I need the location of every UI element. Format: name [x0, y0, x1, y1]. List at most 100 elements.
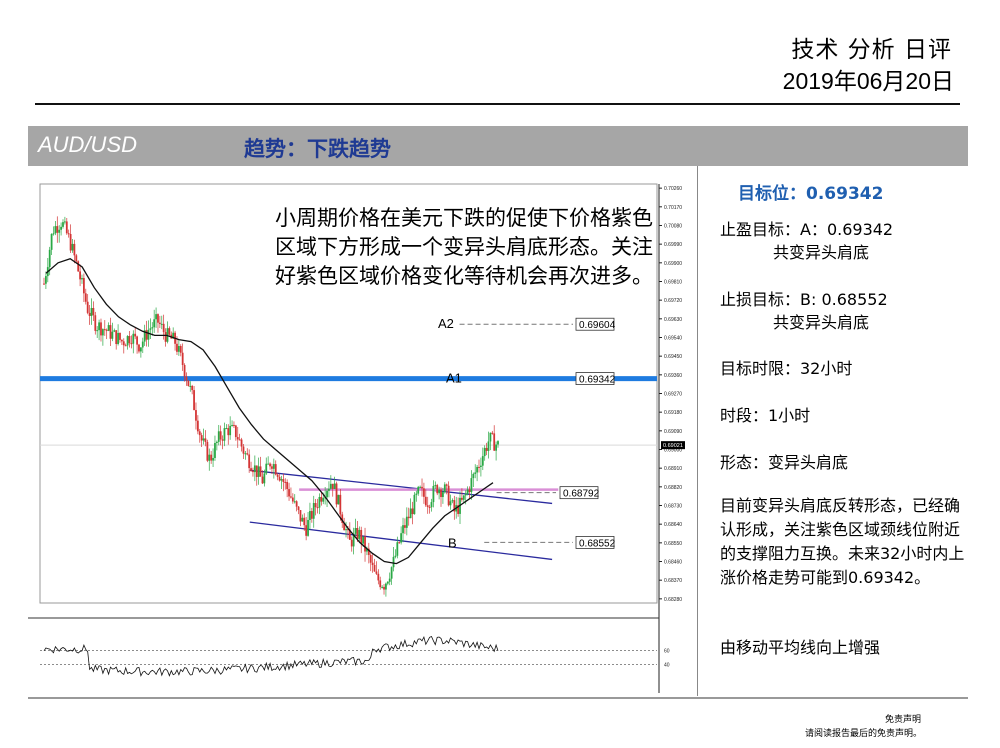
current-price-label: 0.69021 [663, 443, 683, 449]
candle-body [409, 508, 412, 519]
candle-body [179, 346, 182, 353]
candle-body [54, 226, 57, 234]
candle-body [124, 345, 127, 347]
candle-body [63, 221, 66, 223]
candle-body [71, 243, 74, 251]
stop-loss-note: 共变异头肩底 [773, 313, 870, 332]
candle-body [248, 454, 251, 469]
candle-body [215, 441, 218, 443]
candle-body [312, 503, 315, 519]
candle-body [81, 278, 83, 280]
candle-body [400, 533, 403, 543]
candle-body [339, 494, 342, 515]
candle-body [229, 425, 232, 436]
candle-body [176, 343, 178, 352]
candle-body [48, 249, 51, 268]
candle-body [67, 233, 70, 235]
candle-body [196, 420, 199, 432]
candle-body [212, 457, 214, 461]
y-tick-label: 0.70170 [664, 205, 682, 211]
candle-body [415, 493, 418, 495]
candle-body [284, 481, 287, 483]
candle-body [122, 341, 125, 346]
candle-body [348, 529, 351, 540]
report-title: 技术 分析 日评 [791, 37, 952, 63]
candle-body [234, 425, 237, 438]
candle-body [428, 506, 431, 508]
candle-body [187, 380, 190, 387]
candle-body [318, 496, 321, 508]
level-marker-label: A1 [446, 371, 462, 386]
candle-body [191, 385, 194, 391]
y-tick-label: 0.69270 [664, 392, 682, 398]
trend-label: 趋势：下跌趋势 [244, 137, 391, 161]
candle-body [160, 323, 163, 325]
candle-body [314, 503, 317, 508]
candle-body [101, 329, 104, 336]
candle-body [407, 516, 410, 519]
candle-body [79, 271, 81, 280]
disclaimer-heading: 免责声明 [885, 715, 922, 725]
y-tick-label: 0.68460 [664, 560, 682, 566]
candle-body [172, 332, 175, 339]
y-tick-label: 0.68280 [664, 597, 682, 603]
candle-body [267, 463, 270, 465]
candle-body [329, 483, 332, 489]
candle-body [96, 330, 99, 332]
candle-body [293, 501, 296, 503]
candle-body [337, 494, 340, 505]
candle-body [189, 385, 192, 387]
candle-body [98, 322, 100, 331]
candle-body [219, 431, 222, 440]
candle-body [253, 465, 256, 473]
candle-body [354, 528, 357, 534]
candle-body [436, 485, 439, 494]
candle-body [288, 489, 290, 497]
candle-body [244, 453, 247, 455]
candle-body [333, 483, 336, 489]
y-tick-label: 0.69810 [664, 279, 682, 285]
candle-body [276, 474, 279, 477]
candle-body [485, 447, 488, 451]
candle-body [464, 493, 467, 496]
candle-body [242, 446, 245, 454]
candle-body [379, 580, 382, 588]
candle-body [350, 539, 353, 547]
candle-body [445, 484, 448, 486]
candle-body [405, 516, 408, 528]
candle-body [60, 226, 62, 230]
y-tick-label: 0.68640 [664, 522, 682, 528]
level-price-box [575, 317, 615, 331]
candle-body [442, 492, 444, 498]
target-price: 目标位：0.69342 [738, 184, 884, 204]
candle-body [451, 500, 454, 502]
candle-body [65, 221, 68, 234]
candle-body [206, 441, 209, 461]
candle-body [447, 485, 450, 506]
analysis-note: 小周期价格在美元下跌的促使下价格紫色区域下方形成一个变异头肩底形态。关注好紫色区… [275, 206, 653, 288]
candle-body [90, 307, 93, 316]
candle-body [223, 428, 226, 441]
candle-body [103, 329, 106, 331]
price-chart: 0.70260 0.70170 0.70080 0.69990 0.69900 0.698… [28, 183, 685, 693]
candle-body [56, 226, 59, 233]
candle-body [252, 470, 254, 473]
candle-body [411, 508, 414, 515]
y-tick-label: 0.69720 [664, 298, 682, 304]
candle-body [236, 437, 239, 440]
candle-body [290, 496, 292, 498]
candle-body [217, 431, 220, 442]
candle-body [480, 465, 482, 467]
candle-body [443, 484, 446, 493]
candle-body [136, 336, 138, 345]
candle-body [100, 322, 102, 336]
candle-body [278, 476, 281, 481]
candle-body [164, 332, 167, 342]
candle-body [225, 428, 228, 430]
currency-pair: AUD/USD [38, 132, 138, 157]
candle-body [385, 583, 387, 590]
candle-body [413, 494, 416, 515]
candle-body [84, 293, 87, 302]
oscillator-level-label: 40 [664, 663, 670, 669]
candle-body [109, 325, 112, 339]
